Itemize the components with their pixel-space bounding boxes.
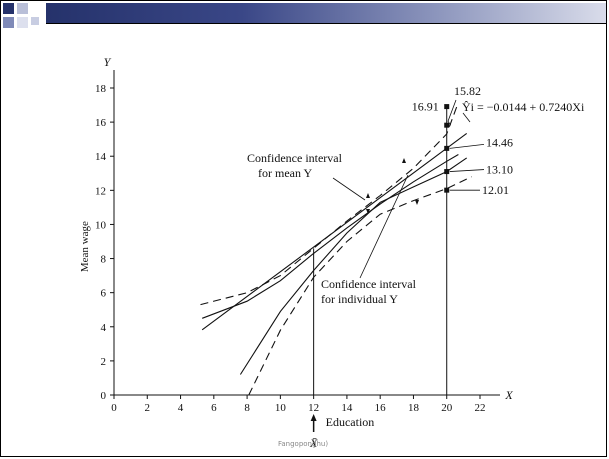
y-tick-label: 10 xyxy=(95,219,107,231)
individual-ci-label-line2: for individual Y xyxy=(321,292,398,306)
point-14.46 xyxy=(444,145,450,151)
y-axis-label: Mean wage xyxy=(79,221,91,272)
labels-group: Y X 0 2 4 6 8 10 12 14 16 18 20 22 0 2 4 6 8 10 12 14 16 18 Mean… xyxy=(79,55,585,450)
y-axis-symbol: Y xyxy=(104,55,112,69)
title-gradient-band xyxy=(46,3,606,23)
x-tick-label: 6 xyxy=(211,402,217,414)
title-underline xyxy=(46,23,606,24)
marks-group xyxy=(310,99,485,432)
y-tick-label: 2 xyxy=(101,356,107,368)
y-tick-label: 14 xyxy=(95,151,107,163)
mean-ci-lower-curve xyxy=(239,157,468,375)
leader-equation xyxy=(462,112,471,123)
individual-ci-pointer xyxy=(359,174,409,279)
x-tick-label: 22 xyxy=(475,402,486,414)
x-tick-label: 12 xyxy=(308,402,319,414)
value-label-15.82: 15.82 xyxy=(454,84,481,98)
x-axis-symbol: X xyxy=(504,388,513,402)
x-tick-label: 14 xyxy=(341,402,353,414)
mean-ci-arrows xyxy=(366,193,370,214)
deco-square-dark xyxy=(3,3,14,14)
education-arrow-head xyxy=(310,414,317,421)
value-label-12.01: 12.01 xyxy=(482,183,509,197)
x-tick-label: 10 xyxy=(275,402,287,414)
regression-line xyxy=(201,133,468,331)
education-label: Education xyxy=(326,415,375,429)
individual-ci-arrows xyxy=(402,158,419,205)
y-tick-label: 6 xyxy=(101,288,107,300)
individual-ci-lower-curve xyxy=(248,176,472,396)
leader-15.82 xyxy=(447,99,457,126)
mean-ci-upper-curve xyxy=(202,154,459,319)
x-tick-label: 20 xyxy=(441,402,453,414)
xbar-label: X̄ xyxy=(309,436,318,450)
x-tick-label: 16 xyxy=(375,402,387,414)
x-tick-label: 0 xyxy=(111,402,117,414)
x-tick-label: 18 xyxy=(408,402,420,414)
point-16.91 xyxy=(444,104,450,110)
value-label-14.46: 14.46 xyxy=(486,135,513,149)
point-12.01 xyxy=(444,187,450,193)
value-label-13.10: 13.10 xyxy=(486,163,513,177)
value-label-16.91: 16.91 xyxy=(412,100,439,114)
y-tick-label: 18 xyxy=(95,83,107,95)
regression-equation: Ŷi = −0.0144 + 0.7240Xi xyxy=(462,100,585,114)
deco-square-mid xyxy=(3,17,14,28)
axes-group xyxy=(110,70,500,399)
individual-ci-upper-curve xyxy=(200,106,458,306)
mean-ci-label-line1: Confidence interval xyxy=(247,151,343,165)
y-tick-label: 12 xyxy=(95,185,106,197)
deco-square-light xyxy=(17,3,28,14)
deco-square-pale xyxy=(17,17,28,28)
y-tick-label: 4 xyxy=(101,322,107,334)
slide-title-decoration xyxy=(0,0,609,38)
individual-ci-label-line1: Confidence interval xyxy=(321,277,417,291)
deco-square-small xyxy=(31,17,39,25)
leader-14.46 xyxy=(449,143,485,149)
x-tick-label: 2 xyxy=(145,402,151,414)
y-tick-label: 16 xyxy=(95,117,107,129)
curves-group xyxy=(200,106,472,396)
point-13.10 xyxy=(444,169,450,175)
mean-ci-label-line2: for mean Y xyxy=(258,166,313,180)
y-tick-label: 8 xyxy=(101,254,107,266)
point-15.82 xyxy=(444,122,450,128)
x-tick-label: 8 xyxy=(244,402,250,414)
y-tick-label: 0 xyxy=(101,390,107,402)
mean-ci-pointer xyxy=(332,177,366,201)
footer-watermark: Fangoponghu) xyxy=(278,440,329,448)
leader-13.10 xyxy=(449,169,485,172)
x-tick-label: 4 xyxy=(178,402,184,414)
